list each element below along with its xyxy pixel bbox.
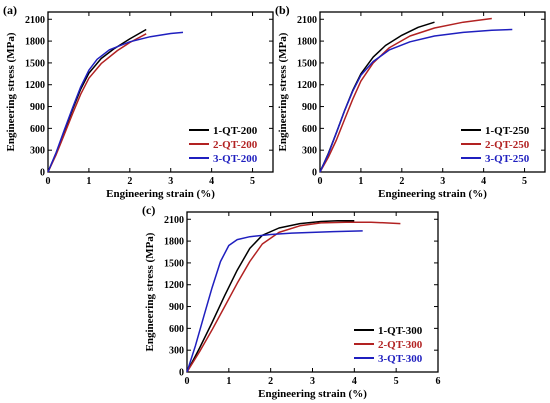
- legend-entry: 2-QT-300: [378, 339, 423, 351]
- legend-entry: 1-QT-300: [378, 325, 423, 337]
- y-tick-label: 300: [30, 146, 45, 157]
- y-tick-label: 0: [40, 168, 45, 179]
- y-tick-label: 1800: [25, 37, 45, 48]
- x-tick-label: 6: [436, 376, 441, 387]
- series-line-3: [47, 31, 184, 173]
- y-tick-label: 900: [169, 302, 184, 313]
- y-tick-label: 1800: [297, 37, 317, 48]
- x-axis-label: Engineering strain (%): [106, 188, 215, 200]
- x-axis-label: Engineering strain (%): [378, 188, 487, 200]
- plot-frame: [47, 11, 274, 173]
- x-tick-label: 2: [399, 176, 404, 187]
- y-tick-label: 0: [312, 168, 317, 179]
- y-tick-label: 300: [302, 146, 317, 157]
- series-line-2: [47, 33, 147, 173]
- series-line-3: [186, 230, 363, 373]
- series-line-2: [319, 17, 492, 173]
- y-tick-label: 2100: [25, 15, 45, 26]
- y-tick-label: 600: [30, 124, 45, 135]
- y-tick-label: 1500: [297, 58, 317, 69]
- legend-entry: 1-QT-250: [485, 125, 530, 137]
- x-tick-label: 1: [226, 376, 231, 387]
- y-tick-label: 900: [30, 102, 45, 113]
- panel-c: 0 300 600 900 1200 1500 1800 2100 0 1 2 3 4 5 6 Enginee…: [142, 203, 441, 400]
- legend-entry: 2-QT-250: [485, 139, 530, 151]
- series-line-1: [186, 219, 355, 373]
- legend-entry: 3-QT-200: [213, 153, 258, 165]
- y-tick-label: 600: [302, 124, 317, 135]
- x-tick-label: 4: [352, 376, 357, 387]
- x-tick-label: 2: [127, 176, 132, 187]
- x-tick-label: 1: [86, 176, 91, 187]
- x-tick-label: 3: [440, 176, 445, 187]
- series-line-2: [186, 221, 401, 373]
- x-tick-label: 4: [481, 176, 486, 187]
- y-tick-label: 1200: [25, 80, 45, 91]
- y-tick-label: 2100: [297, 15, 317, 26]
- x-tick-label: 5: [522, 176, 527, 187]
- plot-frame: [319, 11, 546, 173]
- x-tick-label: 1: [358, 176, 363, 187]
- x-tick-label: 3: [168, 176, 173, 187]
- y-tick-label: 300: [169, 346, 184, 357]
- x-tick-label: 2: [268, 376, 273, 387]
- x-axis-label: Engineering strain (%): [258, 388, 367, 400]
- y-tick-label: 1200: [164, 280, 184, 291]
- legend-entry: 3-QT-300: [378, 353, 423, 365]
- y-tick-label: 900: [302, 102, 317, 113]
- y-tick-label: 1800: [164, 237, 184, 248]
- y-tick-label: 1500: [25, 58, 45, 69]
- y-tick-label: 0: [179, 368, 184, 379]
- x-tick-label: 3: [310, 376, 315, 387]
- series-line-1: [319, 21, 435, 173]
- x-tick-label: 0: [46, 176, 51, 187]
- x-tick-label: 5: [394, 376, 399, 387]
- y-tick-label: 600: [169, 324, 184, 335]
- panel-label: (a): [3, 3, 17, 17]
- y-tick-label: 1200: [297, 80, 317, 91]
- x-tick-label: 0: [185, 376, 190, 387]
- x-tick-label: 0: [318, 176, 323, 187]
- x-tick-label: 4: [209, 176, 214, 187]
- legend-entry: 3-QT-250: [485, 153, 530, 165]
- series-line-3: [319, 28, 513, 173]
- x-tick-label: 5: [250, 176, 255, 187]
- legend-entry: 2-QT-200: [213, 139, 258, 151]
- y-axis-label: Engineering stress (MPa): [5, 32, 17, 151]
- y-axis-label: Engineering stress (MPa): [144, 232, 156, 351]
- series-line-1: [47, 28, 147, 173]
- panel-b: 0 300 600 900 1200 1500 1800 2100 0 1 2 3 4 5 Engineer…: [275, 3, 546, 200]
- panel-label: (c): [142, 203, 155, 217]
- panel-a: 0 300 600 900 1200 1500 1800 2100 0 1 2 3 4 5 Engineer…: [3, 3, 274, 200]
- panel-label: (b): [275, 3, 290, 17]
- y-tick-label: 2100: [164, 215, 184, 226]
- y-axis-label: Engineering stress (MPa): [277, 32, 289, 151]
- y-tick-label: 1500: [164, 258, 184, 269]
- legend-entry: 1-QT-200: [213, 125, 258, 137]
